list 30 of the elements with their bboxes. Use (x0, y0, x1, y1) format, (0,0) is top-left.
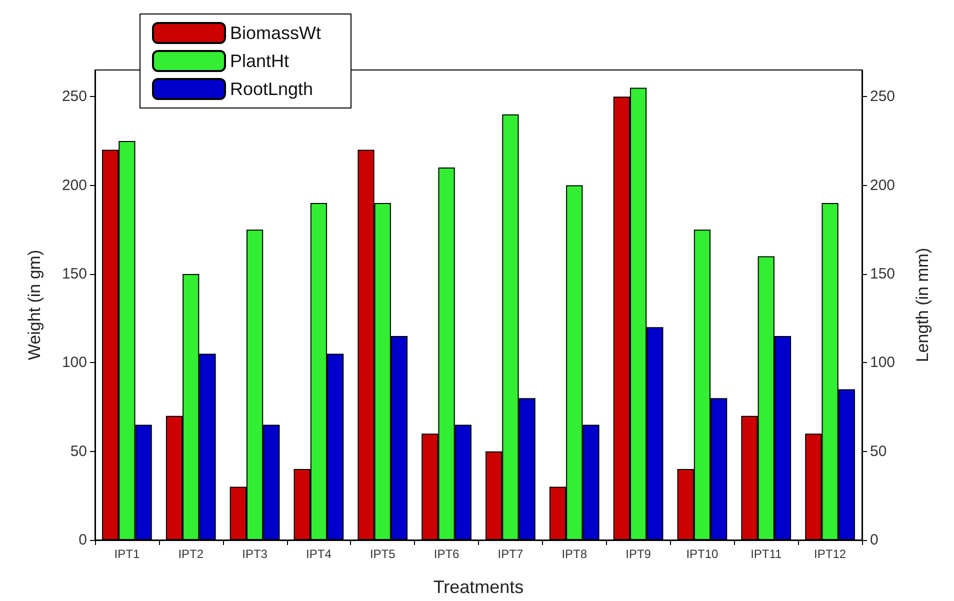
y2-tick-label: 150 (870, 265, 896, 282)
x-tick-label: IPT11 (750, 547, 782, 561)
x-tick-label: IPT4 (306, 547, 332, 561)
y2-tick-label: 250 (870, 88, 896, 106)
legend-label: BiomassWt (230, 23, 322, 43)
y2-tick-label: 100 (870, 354, 896, 372)
x-tick-label: IPT1 (114, 547, 140, 561)
x-tick-label: IPT6 (434, 547, 460, 561)
y-tick-label: 250 (62, 88, 87, 106)
x-tick-label: IPT12 (814, 547, 846, 561)
x-tick-label: IPT10 (686, 547, 719, 561)
x-tick-label: IPT7 (498, 547, 524, 561)
y2-tick-label: 200 (870, 176, 896, 194)
y-axis-title: Weight (in gm) (25, 250, 44, 360)
y2-tick-label: 0 (870, 532, 878, 548)
x-tick-label: IPT9 (626, 547, 652, 561)
y-tick-label: 100 (62, 354, 87, 372)
x-tick-label: IPT3 (242, 547, 268, 561)
y-tick-label: 150 (62, 265, 87, 282)
y-tick-label: 0 (78, 532, 87, 548)
x-axis-title: Treatments (433, 577, 524, 597)
x-tick-label: IPT5 (370, 547, 396, 561)
y-tick-label: 50 (70, 442, 87, 460)
x-tick-label: IPT8 (562, 547, 588, 561)
x-tick-label: IPT2 (178, 547, 204, 561)
legend-label: PlantHt (230, 51, 290, 71)
y2-tick-label: 50 (870, 442, 887, 460)
y2-axis-title: Length (in mm) (913, 248, 932, 362)
y-tick-label: 200 (62, 176, 87, 194)
legend-label: RootLngth (230, 79, 314, 99)
